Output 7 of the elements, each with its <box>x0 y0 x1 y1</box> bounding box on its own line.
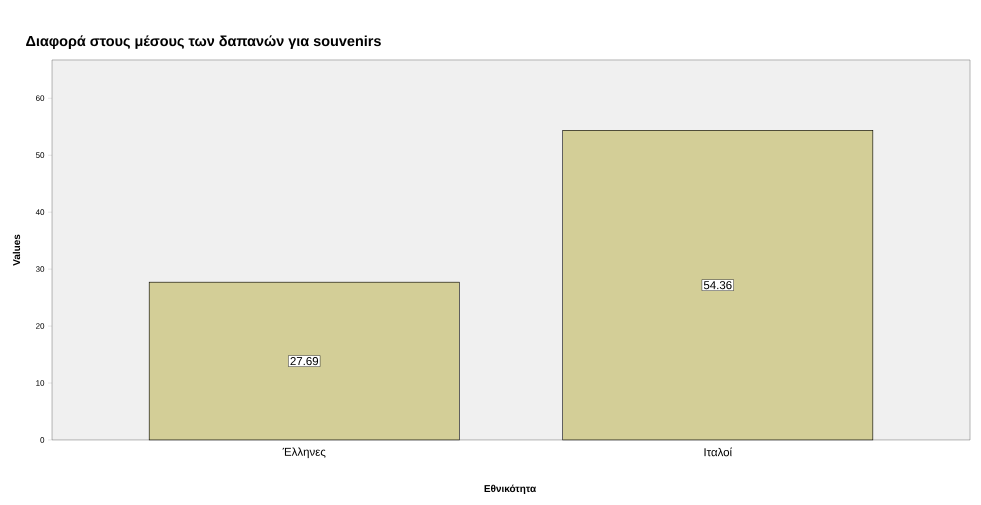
x-tick-label: Ιταλοί <box>704 448 732 456</box>
chart-title: Διαφορά στους μέσους των δαπανών για souvenirs <box>26 35 381 49</box>
data-label: 54.36 <box>704 281 732 290</box>
x-tick-label: Έλληνες <box>282 448 326 458</box>
x-axis-title: Εθνικότητα <box>484 484 536 494</box>
y-axis-title: Values <box>12 234 20 266</box>
data-label: 27.69 <box>290 357 318 366</box>
